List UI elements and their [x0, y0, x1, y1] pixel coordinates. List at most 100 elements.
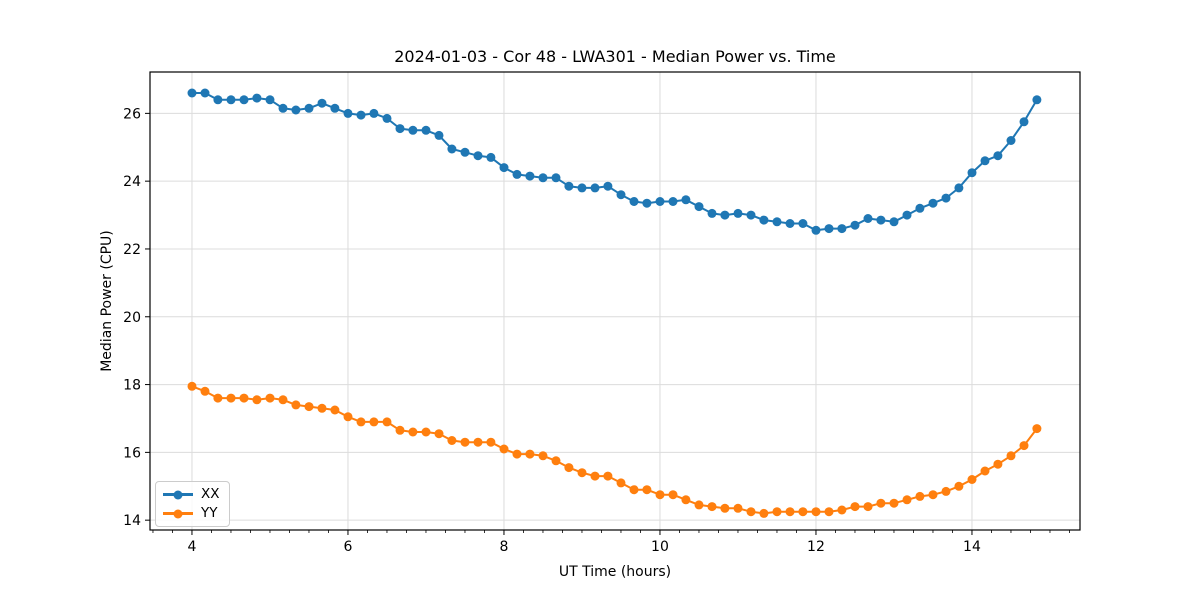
series-xx-point [265, 95, 275, 105]
y-tick-label: 26 [123, 106, 141, 122]
series-xx-point [616, 190, 626, 200]
x-axis-label: UT Time (hours) [558, 564, 672, 580]
series-yy-point [239, 393, 249, 403]
y-tick-label: 14 [123, 513, 141, 529]
series-yy-point [590, 471, 600, 481]
series-yy-point [486, 437, 496, 447]
series-yy-point [577, 468, 587, 478]
series-xx-point [1032, 95, 1042, 105]
series-yy-point [863, 502, 873, 512]
series-xx-point [967, 168, 977, 178]
y-tick-label: 16 [123, 445, 141, 461]
series-yy-point [200, 386, 210, 396]
series-yy-point [746, 507, 756, 517]
series-yy-point [941, 486, 951, 496]
series-xx-point [187, 88, 197, 98]
series-xx-point [330, 103, 340, 113]
series-yy-point [447, 436, 457, 445]
x-tick-label: 12 [807, 539, 825, 555]
series-xx-point [447, 144, 457, 154]
series-yy-point [837, 505, 847, 515]
series-xx-point [668, 197, 678, 206]
series-yy-point [278, 395, 288, 405]
series-xx-point [538, 173, 548, 183]
series-xx-point [525, 171, 535, 181]
series-yy-point [1006, 451, 1016, 461]
series-xx-point [590, 183, 600, 193]
x-tick-label: 8 [500, 539, 509, 555]
axes-frame [149, 71, 1081, 531]
series-yy-point [603, 471, 613, 481]
series-xx-point [772, 217, 782, 227]
series-yy-point [538, 451, 548, 461]
series-yy-point [473, 437, 483, 447]
series-xx-point [889, 217, 899, 227]
series-xx-point [694, 202, 704, 212]
series-xx-point [200, 88, 210, 98]
series-yy-point [330, 405, 340, 415]
series-yy-point [252, 395, 262, 405]
series-xx-point [1006, 136, 1016, 145]
series-yy-point [811, 507, 821, 517]
series-xx-point [811, 225, 821, 235]
legend-item-xx: XX [163, 486, 220, 503]
series-xx-point [876, 215, 886, 225]
series-xx-point [213, 95, 223, 105]
series-yy-point [460, 437, 470, 447]
chart-title: 2024-01-03 - Cor 48 - LWA301 - Median Po… [394, 47, 836, 66]
legend-label-xx: XX [201, 485, 220, 502]
series-yy-point [369, 417, 379, 427]
series-yy-point [967, 475, 977, 484]
series-yy-point [356, 417, 366, 427]
series-yy-point [434, 429, 444, 439]
series-yy-point [187, 381, 197, 391]
series-xx-point [304, 103, 314, 113]
series-yy-point [408, 427, 418, 437]
series-yy-point [655, 490, 665, 500]
series-xx-point [291, 105, 301, 115]
series-xx-point [603, 181, 613, 191]
series-xx-point [798, 219, 808, 228]
series-xx-point [408, 125, 418, 135]
series-xx-point [941, 193, 951, 203]
series-yy-point [694, 500, 704, 510]
series-yy-point [772, 507, 782, 517]
series-xx-point [850, 220, 860, 230]
series-yy-point [785, 507, 795, 517]
series-xx-point [317, 98, 327, 108]
series-xx-point [837, 224, 847, 234]
series-yy-point [265, 393, 275, 403]
series-xx-point [980, 156, 990, 166]
series-yy-point [226, 393, 236, 403]
series-xx-point [577, 183, 587, 193]
series-yy-point [681, 495, 691, 505]
series-yy-point [512, 449, 522, 459]
legend-label-yy: YY [201, 504, 218, 521]
series-xx-point [499, 163, 509, 173]
series-yy-point [798, 507, 808, 517]
series-yy-point [213, 393, 223, 403]
series-yy-point [889, 498, 899, 508]
series-yy-point [421, 427, 431, 437]
legend-item-yy: YY [163, 505, 220, 522]
series-yy-point [564, 463, 574, 473]
series-xx-point [226, 95, 236, 105]
series-yy-point [395, 425, 405, 435]
series-yy-point [850, 502, 860, 512]
series-xx-point [785, 219, 795, 228]
series-xx-point [512, 169, 522, 179]
series-xx-point [343, 108, 353, 118]
series-yy-point [993, 459, 1003, 469]
series-xx-point [733, 208, 743, 218]
series-xx-point [681, 195, 691, 205]
series-xx-point [356, 110, 366, 120]
series-yy-point [668, 490, 678, 500]
series-yy-point [928, 490, 938, 500]
series-xx-point [655, 197, 665, 206]
legend-line-marker-yy [163, 509, 193, 518]
series-xx-point [759, 215, 769, 225]
series-yy-point [707, 502, 717, 512]
y-tick-label: 20 [123, 310, 141, 326]
series-yy-point [629, 485, 639, 495]
series-yy-point [343, 412, 353, 422]
